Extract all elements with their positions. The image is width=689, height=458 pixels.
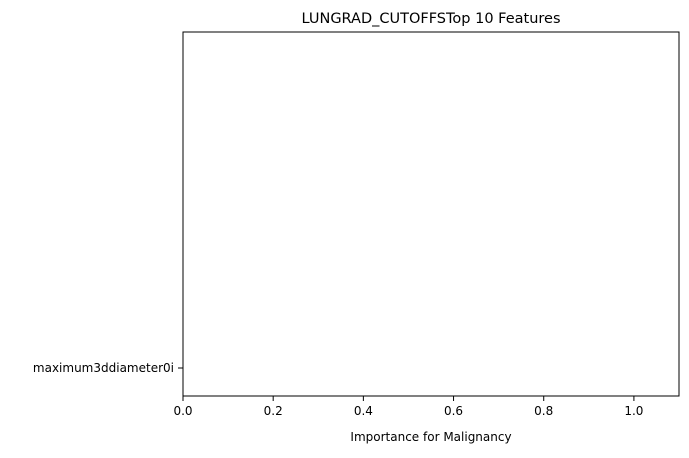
x-axis-label: Importance for Malignancy [350,430,511,444]
x-tick-label: 0.8 [534,404,553,418]
x-tick-label: 0.2 [264,404,283,418]
y-axis-ticks: maximum3ddiameter0i [33,361,183,375]
plot-area-frame [182,31,680,397]
x-tick-label: 0.4 [354,404,373,418]
chart-title: LUNGRAD_CUTOFFSTop 10 Features [302,11,561,27]
x-axis-ticks: 0.0 0.2 0.4 0.6 0.8 1.0 [173,396,643,418]
y-tick-label: maximum3ddiameter0i [33,361,174,375]
x-tick-label: 0.0 [173,404,192,418]
x-tick-label: 1.0 [624,404,643,418]
x-tick-label: 0.6 [444,404,463,418]
